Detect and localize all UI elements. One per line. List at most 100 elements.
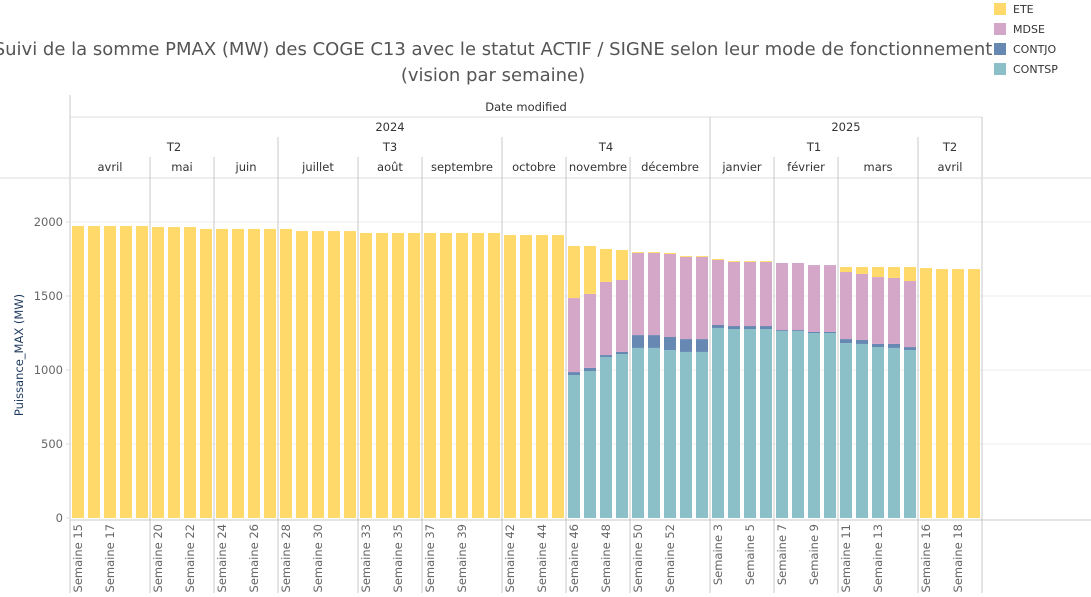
bar-contjo xyxy=(664,336,676,351)
x-tick-label: Semaine 5 xyxy=(743,524,757,585)
bar-ete xyxy=(728,261,740,262)
bar-ete xyxy=(888,266,900,278)
bar-ete xyxy=(424,232,436,518)
legend-label-mdse: MDSE xyxy=(1013,23,1045,36)
y-tick-label: 1500 xyxy=(34,289,63,303)
bar-contsp xyxy=(792,330,804,518)
bar-contjo xyxy=(904,347,916,351)
bar-ete xyxy=(920,268,932,518)
bar-contsp xyxy=(664,350,676,518)
bar-contsp xyxy=(568,375,580,518)
bar-ete xyxy=(488,232,500,518)
bar-contjo xyxy=(856,339,868,344)
bar-contsp xyxy=(680,351,692,518)
month-header: août xyxy=(377,160,403,174)
bar-ete xyxy=(520,235,532,519)
bar-mdse xyxy=(600,281,612,356)
legend-label-ete: ETE xyxy=(1013,3,1034,16)
bar-ete xyxy=(264,228,276,518)
bar-ete xyxy=(344,231,356,518)
bar-ete xyxy=(568,245,580,299)
bar-contjo xyxy=(632,335,644,348)
legend-swatch-ete xyxy=(994,3,1006,15)
bar-ete xyxy=(472,232,484,518)
bar-mdse xyxy=(824,265,836,332)
x-tick-label: Semaine 42 xyxy=(503,524,517,592)
bar-mdse xyxy=(760,261,772,327)
bar-ete xyxy=(392,232,404,518)
bar-ete xyxy=(856,266,868,274)
bar-contjo xyxy=(808,331,820,333)
bar-ete xyxy=(760,261,772,262)
x-tick-label: Semaine 52 xyxy=(663,524,677,592)
bar-contsp xyxy=(632,347,644,518)
legend-swatch-contjo xyxy=(994,43,1006,55)
bar-ete xyxy=(936,269,948,518)
bar-mdse xyxy=(744,261,756,327)
bar-contsp xyxy=(600,356,612,518)
x-tick-label: Semaine 37 xyxy=(423,524,437,592)
bar-contsp xyxy=(584,371,596,518)
bar-ete xyxy=(104,225,116,518)
bar-contjo xyxy=(600,355,612,357)
month-header: juin xyxy=(235,160,257,174)
bar-ete xyxy=(232,228,244,518)
bar-mdse xyxy=(696,256,708,340)
bar-ete xyxy=(744,261,756,262)
bar-contsp xyxy=(728,329,740,518)
bar-contsp xyxy=(696,351,708,518)
year-header: 2024 xyxy=(375,120,404,134)
bar-ete xyxy=(536,235,548,519)
year-header: 2025 xyxy=(831,120,860,134)
bar-contsp xyxy=(856,343,868,518)
bar-contsp xyxy=(840,343,852,518)
bar-contjo xyxy=(776,330,788,331)
legend-label-contsp: CONTSP xyxy=(1013,63,1058,76)
bar-contsp xyxy=(904,350,916,518)
x-tick-label: Semaine 50 xyxy=(631,524,645,592)
x-tick-label: Semaine 26 xyxy=(247,524,261,592)
bar-ete xyxy=(88,225,100,518)
chart-title: Suivi de la somme PMAX (MW) des COGE C13… xyxy=(0,39,992,60)
x-tick-label: Semaine 7 xyxy=(775,524,789,585)
x-tick-label: Semaine 11 xyxy=(839,524,853,592)
bar-ete xyxy=(712,259,724,261)
y-tick-label: 0 xyxy=(56,511,63,525)
bar-mdse xyxy=(648,252,660,336)
bar-ete xyxy=(584,245,596,294)
bar-contsp xyxy=(760,329,772,518)
bar-ete xyxy=(952,269,964,518)
bar-ete xyxy=(136,225,148,518)
x-tick-label: Semaine 9 xyxy=(807,524,821,585)
legend-label-contjo: CONTJO xyxy=(1013,43,1057,56)
bar-contsp xyxy=(808,333,820,518)
bar-contjo xyxy=(872,343,884,348)
bar-ete xyxy=(216,228,228,518)
bar-ete xyxy=(328,231,340,518)
bar-mdse xyxy=(584,293,596,368)
month-header: avril xyxy=(98,160,123,174)
bar-ete xyxy=(120,225,132,518)
bar-ete xyxy=(360,232,372,518)
month-header: décembre xyxy=(641,160,699,174)
month-header: avril xyxy=(938,160,963,174)
bar-ete xyxy=(504,235,516,519)
bar-contjo xyxy=(696,339,708,352)
x-tick-label: Semaine 3 xyxy=(711,524,725,585)
bar-ete xyxy=(296,231,308,518)
bar-mdse xyxy=(680,256,692,340)
bar-ete xyxy=(312,231,324,518)
bar-contsp xyxy=(824,333,836,518)
bar-mdse xyxy=(776,262,788,331)
bar-mdse xyxy=(872,277,884,344)
legend-swatch-contsp xyxy=(994,63,1006,75)
bar-ete xyxy=(840,266,852,273)
quarter-header: T4 xyxy=(598,140,613,154)
bar-ete xyxy=(456,232,468,518)
quarter-header: T3 xyxy=(382,140,397,154)
legend: ETE MDSE CONTJO CONTSP xyxy=(994,3,1058,76)
x-tick-label: Semaine 35 xyxy=(391,524,405,592)
bar-mdse xyxy=(792,262,804,331)
bar-contjo xyxy=(840,339,852,344)
x-tick-label: Semaine 13 xyxy=(871,524,885,592)
